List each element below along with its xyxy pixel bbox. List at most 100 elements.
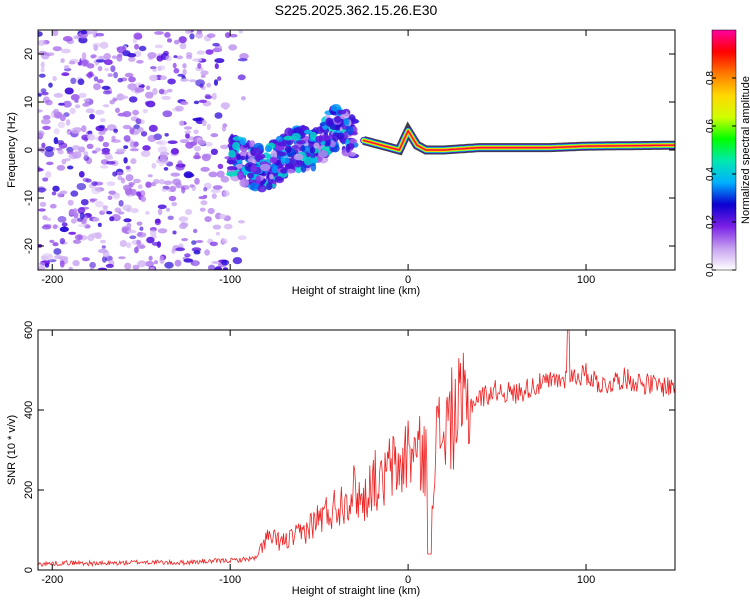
noise-blob bbox=[193, 250, 201, 255]
noise-blob bbox=[93, 44, 98, 51]
cluster-blob bbox=[316, 126, 324, 134]
noise-blob bbox=[38, 208, 46, 212]
noise-blob bbox=[68, 60, 76, 65]
noise-blob bbox=[111, 55, 118, 59]
cluster-blob bbox=[270, 150, 278, 159]
noise-blob bbox=[160, 75, 167, 80]
noise-blob bbox=[99, 118, 106, 123]
noise-blob bbox=[87, 133, 96, 141]
cluster-blob bbox=[240, 155, 246, 161]
noise-blob bbox=[221, 238, 229, 244]
noise-blob bbox=[198, 196, 207, 200]
noise-blob bbox=[85, 178, 92, 183]
cluster-blob bbox=[310, 157, 317, 165]
noise-blob bbox=[199, 207, 206, 212]
noise-blob bbox=[38, 31, 43, 37]
noise-blob bbox=[97, 248, 108, 254]
noise-blob bbox=[175, 163, 185, 171]
noise-blob bbox=[241, 96, 246, 101]
noise-blob bbox=[127, 53, 137, 58]
noise-blob bbox=[57, 121, 66, 129]
noise-blob bbox=[204, 249, 211, 256]
noise-blob bbox=[38, 50, 47, 56]
noise-blob bbox=[136, 59, 144, 64]
noise-blob bbox=[214, 45, 223, 52]
snr-x-ticks: -200 -100 0 100 bbox=[41, 330, 595, 586]
noise-blob bbox=[185, 141, 194, 149]
noise-blob bbox=[176, 55, 184, 60]
noise-blob bbox=[136, 239, 142, 246]
noise-blob bbox=[38, 39, 46, 46]
cluster-blob bbox=[332, 132, 340, 142]
noise-blob bbox=[181, 100, 187, 104]
cluster-blob bbox=[276, 141, 286, 147]
noise-blob bbox=[214, 58, 225, 64]
noise-blob bbox=[157, 146, 168, 154]
noise-blob bbox=[208, 264, 216, 270]
noise-blob bbox=[87, 71, 93, 79]
noise-blob bbox=[238, 30, 243, 34]
noise-blob bbox=[170, 172, 181, 177]
noise-blob bbox=[178, 216, 189, 222]
noise-blob bbox=[220, 102, 230, 109]
noise-blob bbox=[82, 102, 90, 107]
noise-blob bbox=[41, 225, 52, 230]
noise-blob bbox=[211, 92, 217, 100]
noise-blob bbox=[223, 267, 228, 270]
cluster-blob bbox=[293, 153, 304, 161]
noise-blob bbox=[100, 165, 109, 169]
noise-blob bbox=[192, 58, 203, 62]
noise-blob bbox=[83, 98, 90, 103]
cluster-blob bbox=[250, 164, 257, 173]
noise-blob bbox=[72, 145, 80, 151]
noise-blob bbox=[45, 171, 52, 178]
noise-blob bbox=[98, 124, 105, 129]
snr-x-label: Height of straight line (km) bbox=[292, 585, 420, 597]
noise-blob bbox=[136, 191, 142, 197]
noise-blob bbox=[89, 113, 95, 120]
noise-blob bbox=[72, 151, 82, 159]
noise-blob bbox=[238, 220, 245, 224]
noise-blob bbox=[195, 240, 204, 243]
noise-blob bbox=[57, 149, 64, 155]
noise-blob bbox=[118, 200, 124, 207]
x-tick-label: -200 bbox=[41, 574, 63, 586]
noise-blob bbox=[89, 198, 96, 203]
page-title: S225.2025.362.15.26.E30 bbox=[274, 2, 438, 18]
noise-blob bbox=[86, 143, 94, 149]
noise-blob bbox=[154, 219, 161, 226]
cluster-blob bbox=[228, 149, 236, 158]
x-tick-label: -100 bbox=[219, 274, 241, 286]
noise-blob bbox=[239, 53, 249, 60]
noise-blob bbox=[42, 125, 51, 130]
noise-blob bbox=[102, 141, 110, 148]
noise-blob bbox=[169, 185, 177, 192]
x-tick-label: 100 bbox=[577, 274, 595, 286]
cluster-blob bbox=[283, 135, 294, 141]
noise-blob bbox=[154, 31, 164, 35]
noise-blob bbox=[92, 217, 100, 222]
noise-blob bbox=[100, 239, 106, 244]
noise-blob bbox=[142, 145, 151, 151]
noise-blob bbox=[113, 128, 118, 133]
noise-blob bbox=[112, 171, 118, 177]
noise-blob bbox=[212, 224, 222, 230]
noise-blob bbox=[68, 231, 77, 235]
noise-blob bbox=[102, 208, 109, 213]
noise-blob bbox=[164, 32, 171, 38]
noise-blob bbox=[118, 95, 129, 100]
noise-blob bbox=[129, 148, 139, 152]
noise-blob bbox=[61, 72, 70, 77]
noise-blob bbox=[127, 83, 138, 91]
noise-blob bbox=[217, 76, 222, 81]
cluster-blob bbox=[226, 159, 238, 165]
noise-blob bbox=[126, 207, 131, 213]
noise-blob bbox=[237, 74, 246, 81]
noise-blob bbox=[81, 52, 87, 60]
noise-blob bbox=[213, 79, 219, 86]
noise-blob bbox=[106, 211, 113, 215]
noise-blob bbox=[122, 184, 131, 191]
noise-blob bbox=[194, 177, 200, 185]
cluster-blob bbox=[329, 140, 336, 148]
